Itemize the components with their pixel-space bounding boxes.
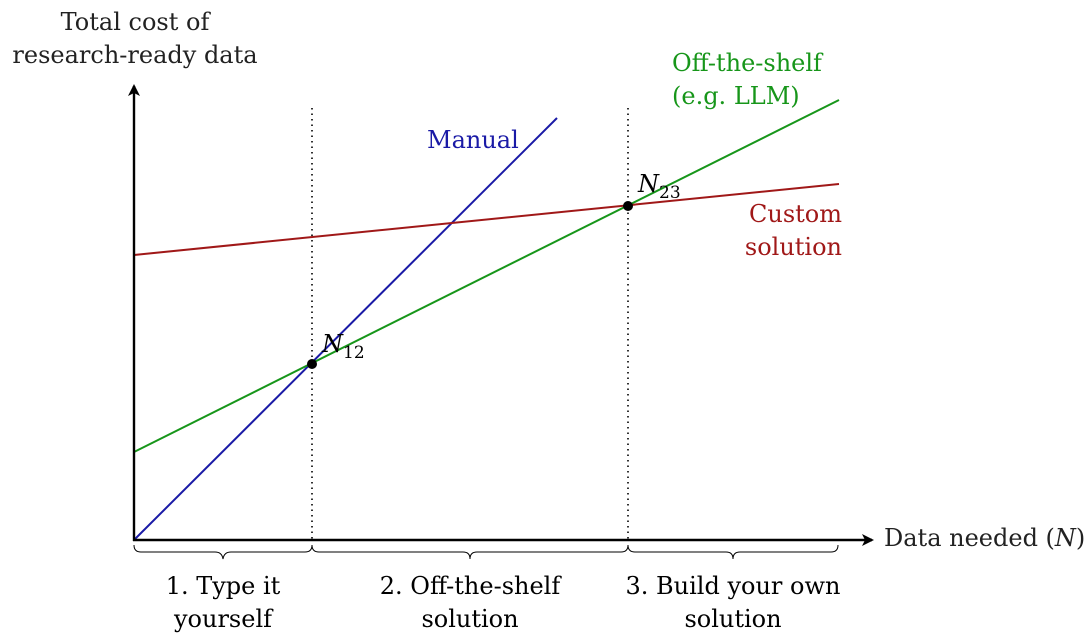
point-label-n12: N12 [322, 328, 365, 370]
point-label-n12-sub: 12 [343, 343, 365, 363]
x-axis-label-suffix: ) [1075, 524, 1086, 552]
manual-cost-line [133, 117, 558, 541]
off-the-shelf-label-line1: Off-the-shelf [672, 49, 822, 77]
point-label-n12-var: N [322, 330, 343, 358]
point-label-n23-var: N [638, 170, 659, 198]
custom-label-line2: solution [744, 233, 842, 261]
x-axis-label-prefix: Data needed ( [884, 524, 1055, 552]
custom-label-line1: Custom [749, 200, 842, 228]
off-the-shelf-label-line2: (e.g. LLM) [672, 82, 800, 110]
custom-solution-cost-line [133, 183, 840, 256]
region-label-3: 3. Build your own solution [613, 570, 853, 636]
region-brace-1 [133, 544, 313, 560]
region-3-line1: 3. Build your own [625, 572, 841, 600]
y-axis-label-line2: research-ready data [12, 41, 258, 69]
y-axis-label-line1: Total cost of [60, 8, 210, 36]
region-1-line2: yourself [173, 605, 272, 633]
y-axis-label: Total cost of research-ready data [0, 6, 270, 72]
x-axis-label-var: N [1054, 524, 1076, 552]
off-the-shelf-cost-line [133, 99, 840, 453]
region-2-line1: 2. Off-the-shelf [379, 572, 561, 600]
point-label-n23: N23 [638, 168, 681, 210]
point-label-n23-sub: 23 [659, 183, 681, 203]
x-axis-label: Data needed (N) [884, 522, 1085, 555]
custom-solution-line-label: Custom solution [700, 198, 842, 264]
region-brace-2 [311, 544, 629, 560]
manual-line-label: Manual [427, 126, 519, 154]
intersection-point-n23 [623, 201, 633, 211]
intersection-point-n12 [307, 359, 317, 369]
region-brace-3 [627, 544, 839, 560]
region-2-line2: solution [421, 605, 519, 633]
region-label-1: 1. Type it yourself [123, 570, 323, 636]
off-the-shelf-line-label: Off-the-shelf (e.g. LLM) [672, 47, 822, 113]
region-3-line2: solution [684, 605, 782, 633]
region-1-line1: 1. Type it [165, 572, 281, 600]
region-label-2: 2. Off-the-shelf solution [345, 570, 595, 636]
